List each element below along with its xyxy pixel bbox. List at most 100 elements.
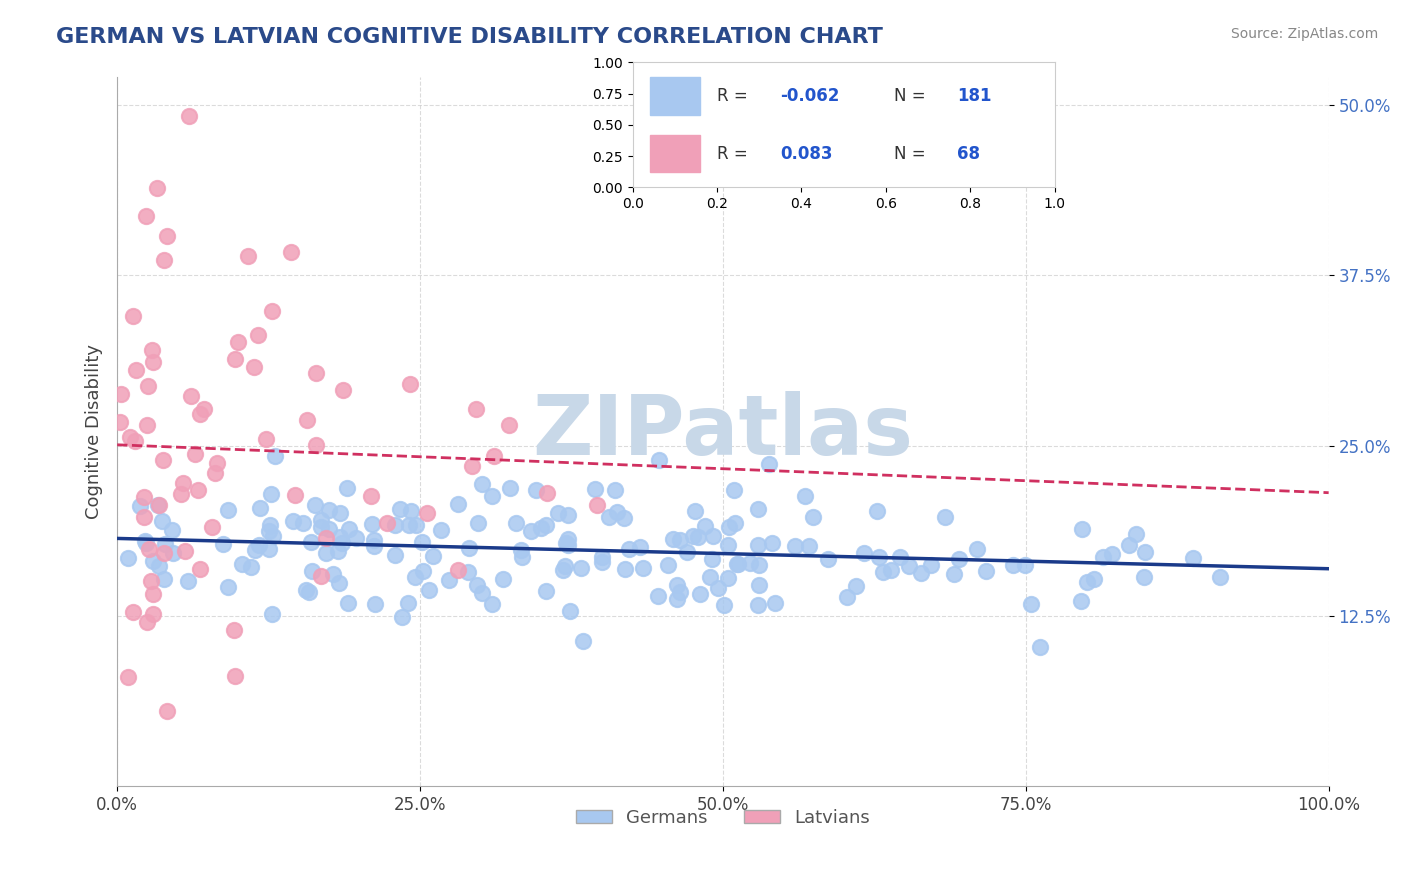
Point <box>422 549 444 563</box>
Point <box>135 209 157 223</box>
Point <box>328 544 350 558</box>
Point <box>613 511 636 525</box>
Point <box>148 558 170 573</box>
Point <box>412 564 434 578</box>
Point <box>688 530 710 544</box>
Point <box>291 516 314 531</box>
Point <box>591 555 613 569</box>
Point <box>617 542 640 557</box>
Y-axis label: Cognitive Disability: Cognitive Disability <box>86 344 103 519</box>
Point <box>142 355 165 369</box>
Point <box>330 536 353 550</box>
Point <box>183 447 205 461</box>
Point <box>125 363 148 377</box>
Point <box>146 498 169 512</box>
Point <box>384 518 406 533</box>
Point <box>257 541 280 556</box>
Point <box>141 343 163 357</box>
Point <box>614 562 637 576</box>
Point <box>117 670 139 684</box>
Point <box>139 574 162 589</box>
Point <box>520 524 543 539</box>
Point <box>889 549 911 564</box>
Point <box>1028 640 1050 654</box>
Point <box>817 552 839 566</box>
Point <box>551 563 574 577</box>
Point <box>142 587 165 601</box>
Point <box>1002 558 1025 572</box>
Point <box>606 505 628 519</box>
Point <box>467 516 489 530</box>
Point <box>344 532 367 546</box>
Point <box>134 533 156 548</box>
Point <box>136 378 159 392</box>
Point <box>872 565 894 579</box>
Point <box>360 516 382 531</box>
Point <box>152 546 174 560</box>
Point <box>1182 551 1205 566</box>
Point <box>172 476 194 491</box>
Point <box>748 578 770 592</box>
Point <box>1125 527 1147 541</box>
Point <box>460 459 482 474</box>
Point <box>662 533 685 547</box>
Point <box>411 535 433 549</box>
Point <box>231 557 253 571</box>
Point <box>534 517 557 532</box>
Point <box>747 598 769 612</box>
Point <box>702 552 724 566</box>
Point <box>747 538 769 552</box>
Point <box>142 607 165 621</box>
Point <box>187 483 209 497</box>
Point <box>676 545 699 559</box>
Point <box>332 383 354 397</box>
Point <box>217 502 239 516</box>
Point <box>633 561 655 575</box>
Point <box>162 523 184 537</box>
Point <box>336 481 359 495</box>
Point <box>689 587 711 601</box>
Point <box>177 574 200 588</box>
Point <box>329 506 352 520</box>
Point <box>481 597 503 611</box>
Point <box>297 413 319 427</box>
Point <box>748 558 770 572</box>
Text: R =: R = <box>717 145 754 162</box>
Point <box>1014 558 1036 572</box>
Point <box>628 540 651 554</box>
Point <box>557 533 579 547</box>
Point <box>148 498 170 512</box>
Point <box>702 529 724 543</box>
Point <box>404 569 426 583</box>
Point <box>1019 598 1042 612</box>
Point <box>763 596 786 610</box>
Point <box>315 531 337 545</box>
Point <box>430 523 453 537</box>
Point <box>146 181 169 195</box>
Point <box>536 486 558 500</box>
Text: 0.083: 0.083 <box>780 145 832 162</box>
Point <box>603 483 626 497</box>
Point <box>405 517 427 532</box>
Point <box>560 604 582 618</box>
Point <box>572 633 595 648</box>
Point <box>447 497 470 511</box>
Point <box>699 570 721 584</box>
Point <box>1135 545 1157 559</box>
Point <box>398 596 420 610</box>
Point <box>240 560 263 574</box>
Point <box>311 568 333 582</box>
Point <box>879 563 901 577</box>
Point <box>305 437 328 451</box>
Point <box>498 418 520 433</box>
Point <box>554 559 576 574</box>
Point <box>135 536 157 550</box>
Text: Source: ZipAtlas.com: Source: ZipAtlas.com <box>1230 27 1378 41</box>
Point <box>391 610 413 624</box>
Point <box>669 585 692 599</box>
Text: N =: N = <box>894 145 931 162</box>
Point <box>865 504 887 518</box>
Point <box>1091 549 1114 564</box>
Point <box>121 309 143 323</box>
Point <box>204 466 226 480</box>
